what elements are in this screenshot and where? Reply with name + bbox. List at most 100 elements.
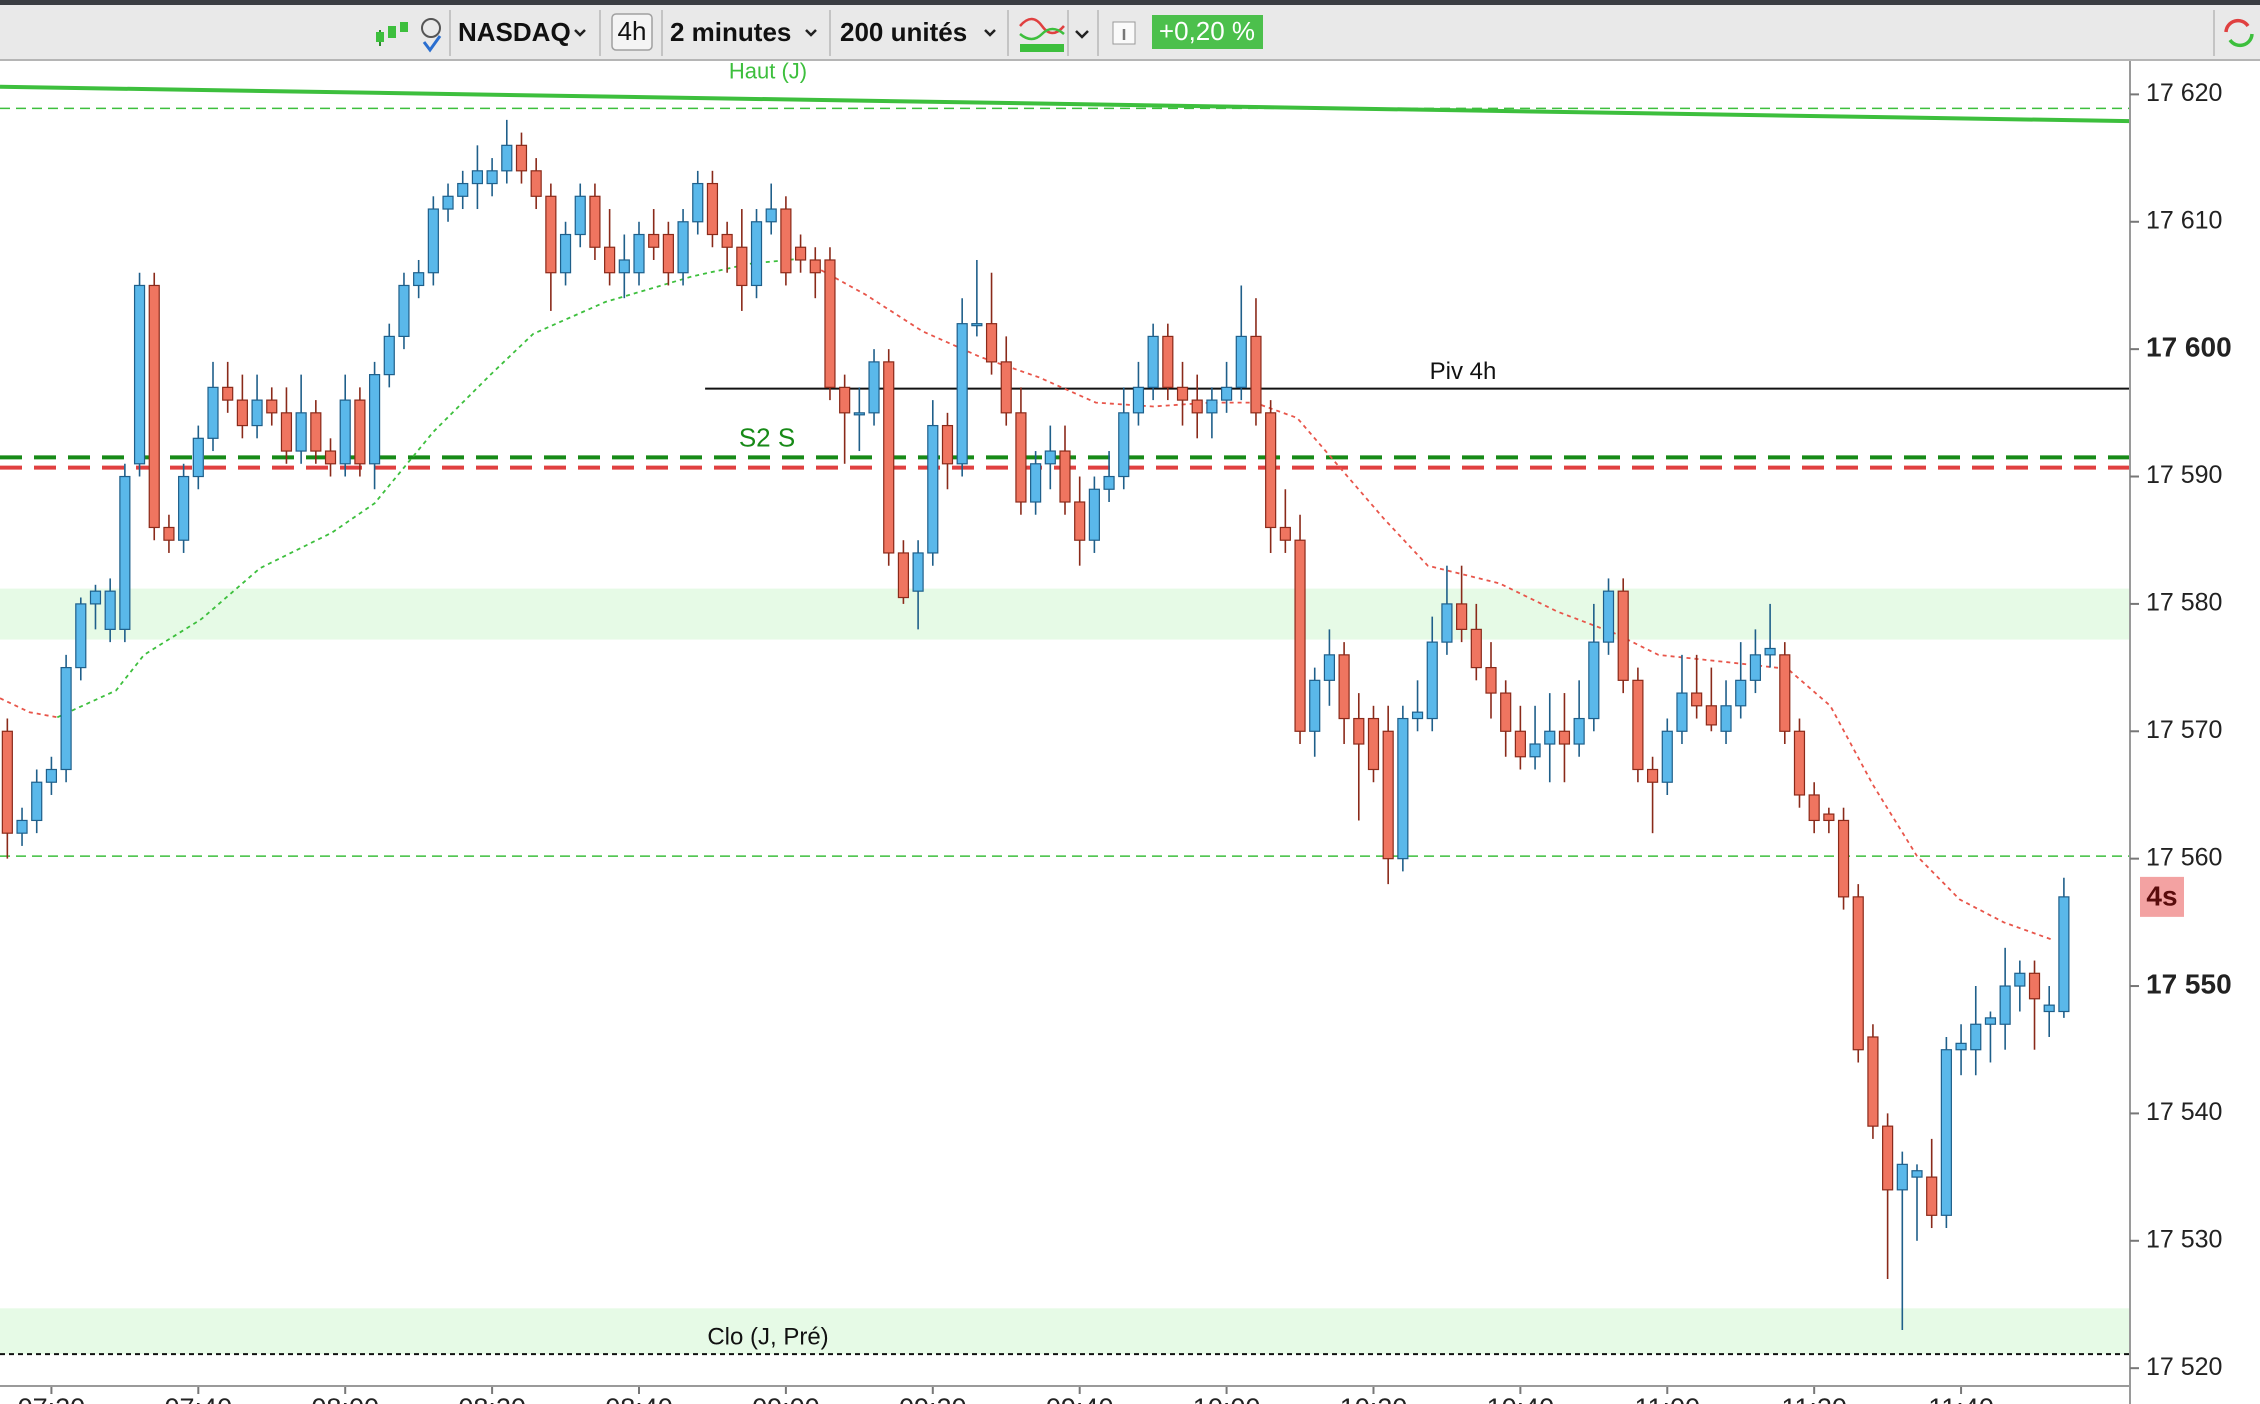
candle-body xyxy=(1882,1125,1894,1191)
candle-body xyxy=(750,221,763,287)
x-tick-label: 09:40 xyxy=(1046,1393,1114,1404)
change: +0,20 % xyxy=(1159,16,1255,46)
units-selector[interactable]: 200 unités xyxy=(840,17,996,47)
candle xyxy=(89,584,102,630)
candle xyxy=(1118,387,1130,490)
candle xyxy=(148,272,160,541)
candle-body xyxy=(501,144,513,172)
indicators-menu[interactable] xyxy=(1075,30,1089,39)
candle xyxy=(1441,565,1453,655)
candle xyxy=(1999,947,2011,1050)
candle xyxy=(677,209,689,286)
candle-body xyxy=(1705,705,1717,726)
candle xyxy=(824,247,836,401)
candle xyxy=(1911,1164,1923,1241)
candle xyxy=(868,349,880,426)
candle xyxy=(1485,642,1497,719)
candle xyxy=(60,654,72,783)
alert-button[interactable] xyxy=(421,18,442,53)
candle xyxy=(927,400,939,566)
candle xyxy=(1882,1113,1894,1280)
y-tick-label: 17 600 xyxy=(2146,332,2232,363)
candle xyxy=(1735,642,1747,719)
candle xyxy=(780,196,792,286)
candle-body xyxy=(662,233,674,274)
period-button[interactable]: 4h xyxy=(611,13,653,51)
candle xyxy=(2058,877,2070,1018)
candle-body xyxy=(2058,896,2070,1013)
candle-body xyxy=(1147,335,1159,388)
candle xyxy=(119,463,131,643)
indicators-button[interactable] xyxy=(1019,17,1065,52)
units: 200 unités xyxy=(840,17,967,47)
level-label: Haut (J) xyxy=(729,59,807,84)
candle xyxy=(1397,705,1409,872)
candle-body xyxy=(1676,692,1688,732)
refresh-button[interactable] xyxy=(2224,18,2254,48)
candle xyxy=(457,170,469,210)
candle-body xyxy=(1162,335,1174,388)
level-line xyxy=(0,84,2131,124)
candle-body xyxy=(383,335,395,376)
candle xyxy=(706,170,719,248)
candle xyxy=(721,221,733,273)
candle-body xyxy=(398,284,410,338)
candle-body xyxy=(1896,1163,1908,1191)
chevron xyxy=(574,29,586,37)
countdown-tag xyxy=(2140,876,2184,917)
candle-body xyxy=(1353,717,1365,745)
candle-body xyxy=(853,412,865,416)
candle-body xyxy=(1911,1170,1923,1178)
candle-body xyxy=(1970,1023,1982,1051)
change-badge xyxy=(1152,15,1263,49)
candle-body xyxy=(985,323,998,363)
candle xyxy=(736,209,748,311)
candle-body xyxy=(1617,590,1629,681)
chart-type-button[interactable] xyxy=(376,22,408,46)
candle xyxy=(1059,425,1071,515)
candle-body xyxy=(192,437,204,478)
interval-selector[interactable]: 2 minutes xyxy=(670,17,817,47)
candle-body xyxy=(324,450,337,465)
candle-body xyxy=(515,144,528,172)
candle xyxy=(1749,629,1762,694)
candle xyxy=(1558,693,1571,783)
candle xyxy=(618,234,630,299)
candle xyxy=(1103,451,1115,502)
candle xyxy=(1338,642,1350,745)
candle-body xyxy=(941,424,954,465)
candle-body xyxy=(1074,501,1086,541)
axis-layer: 17 620 17 610 17 600 17 590 17 580 17 570 17 5… xyxy=(2130,79,2232,1381)
candle xyxy=(1015,387,1027,515)
support-zone xyxy=(0,1308,2130,1355)
candle xyxy=(486,158,498,197)
candle xyxy=(1294,514,1306,745)
candle-body xyxy=(251,399,263,427)
candle xyxy=(574,183,586,248)
candle-body xyxy=(1573,717,1585,745)
candle xyxy=(1176,361,1189,426)
icon-part xyxy=(421,18,441,38)
info-button[interactable] xyxy=(1112,21,1136,45)
candle-body xyxy=(530,170,542,197)
x-tick-label: 11:40 xyxy=(1928,1393,1994,1404)
candle xyxy=(383,323,395,388)
candle-body xyxy=(633,233,645,274)
moving-average xyxy=(820,269,2054,942)
candle-body xyxy=(1646,768,1659,783)
candle-body xyxy=(809,259,821,274)
level-label: Clo (J, Pré) xyxy=(707,1323,828,1350)
candle xyxy=(1265,400,1277,553)
candle-body xyxy=(16,819,28,834)
icon-part xyxy=(388,26,396,38)
candle xyxy=(1837,807,1850,910)
candle xyxy=(1573,680,1585,757)
candle xyxy=(1955,1024,1967,1076)
symbol-selector[interactable]: NASDAQ xyxy=(458,17,586,47)
x-tick-label: 10:00 xyxy=(1193,1393,1261,1404)
candle xyxy=(280,387,293,464)
candle xyxy=(750,209,763,299)
y-tick-label: 17 540 xyxy=(2146,1098,2222,1126)
candle xyxy=(1940,1036,1952,1229)
